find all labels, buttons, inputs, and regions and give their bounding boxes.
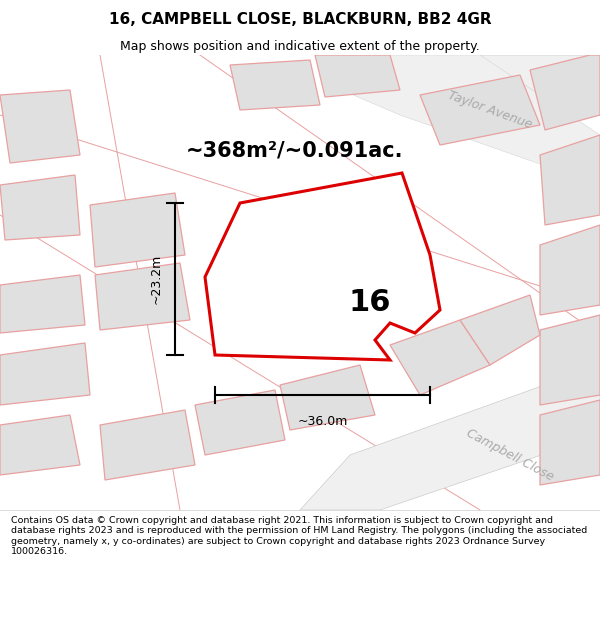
Polygon shape xyxy=(195,390,285,455)
Polygon shape xyxy=(95,263,190,330)
Text: Campbell Close: Campbell Close xyxy=(464,426,556,484)
Text: Taylor Avenue: Taylor Avenue xyxy=(446,89,534,131)
Text: Contains OS data © Crown copyright and database right 2021. This information is : Contains OS data © Crown copyright and d… xyxy=(11,516,587,556)
Text: 16: 16 xyxy=(349,288,391,318)
Text: Map shows position and indicative extent of the property.: Map shows position and indicative extent… xyxy=(120,39,480,52)
Polygon shape xyxy=(0,415,80,475)
Text: 16, CAMPBELL CLOSE, BLACKBURN, BB2 4GR: 16, CAMPBELL CLOSE, BLACKBURN, BB2 4GR xyxy=(109,12,491,27)
Polygon shape xyxy=(530,55,600,130)
Polygon shape xyxy=(0,275,85,333)
Polygon shape xyxy=(540,225,600,315)
Polygon shape xyxy=(460,295,540,365)
Polygon shape xyxy=(540,400,600,485)
Text: ~23.2m: ~23.2m xyxy=(150,254,163,304)
Polygon shape xyxy=(230,60,320,110)
Polygon shape xyxy=(540,315,600,405)
Polygon shape xyxy=(540,135,600,225)
Polygon shape xyxy=(315,55,400,97)
Text: ~368m²/~0.091ac.: ~368m²/~0.091ac. xyxy=(186,140,404,160)
Polygon shape xyxy=(100,410,195,480)
Polygon shape xyxy=(0,90,80,163)
Polygon shape xyxy=(90,193,185,267)
Polygon shape xyxy=(390,320,490,395)
Polygon shape xyxy=(300,365,600,510)
Polygon shape xyxy=(205,173,440,360)
Polygon shape xyxy=(0,175,80,240)
Polygon shape xyxy=(330,55,600,115)
Polygon shape xyxy=(0,343,90,405)
Polygon shape xyxy=(420,75,540,145)
Polygon shape xyxy=(330,55,600,185)
Polygon shape xyxy=(280,365,375,430)
Text: ~36.0m: ~36.0m xyxy=(298,415,347,428)
